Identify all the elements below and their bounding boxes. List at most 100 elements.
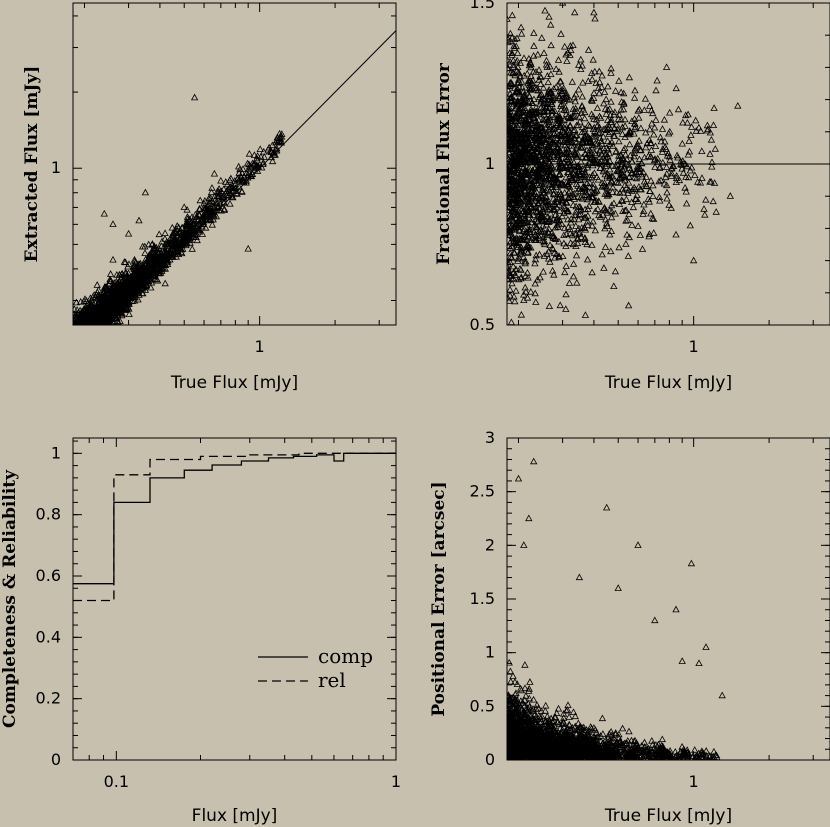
data-point	[524, 125, 532, 132]
data-point	[544, 254, 553, 262]
data-point	[606, 165, 614, 173]
data-point	[539, 207, 547, 215]
data-point	[600, 165, 608, 173]
data-point	[222, 178, 230, 185]
data-point	[507, 93, 514, 101]
data-point	[583, 240, 591, 248]
data-point	[520, 296, 528, 303]
data-point	[543, 63, 551, 70]
data-point	[110, 282, 118, 290]
data-point	[226, 176, 234, 184]
data-point	[604, 137, 612, 144]
data-point	[523, 208, 531, 215]
data-point	[81, 295, 89, 302]
data-point	[593, 104, 602, 111]
data-point	[597, 83, 606, 90]
data-point	[531, 132, 539, 140]
data-point	[143, 275, 151, 282]
x-axis-label: Flux [mJy]	[192, 806, 278, 826]
y-tick-label: 0.5	[470, 315, 495, 334]
data-point	[194, 222, 202, 229]
data-point	[606, 172, 614, 180]
data-point	[624, 301, 633, 309]
data-point	[529, 67, 538, 75]
data-point	[656, 163, 664, 170]
data-point	[596, 147, 604, 155]
data-point	[521, 99, 529, 107]
data-point	[570, 215, 578, 223]
data-point	[559, 252, 567, 259]
data-point	[535, 250, 544, 258]
data-point	[644, 195, 652, 202]
data-point	[695, 123, 703, 131]
data-point	[666, 108, 674, 116]
data-point	[179, 245, 187, 252]
data-point	[667, 172, 676, 179]
data-point	[710, 104, 718, 111]
y-axis-label: Completeness & Reliability	[0, 469, 20, 728]
data-point	[611, 108, 619, 115]
data-point	[622, 195, 631, 203]
data-point	[533, 125, 541, 132]
data-point	[603, 191, 612, 199]
data-point	[517, 310, 526, 318]
data-point	[572, 131, 581, 138]
data-point	[624, 252, 632, 259]
data-point	[166, 246, 175, 253]
data-point	[662, 163, 671, 170]
data-point	[656, 196, 664, 204]
data-point	[540, 202, 548, 210]
x-tick-label: 0.1	[104, 772, 129, 791]
data-point	[508, 11, 516, 19]
data-point	[590, 169, 599, 176]
data-point	[548, 110, 556, 118]
data-point	[606, 174, 614, 181]
data-point	[562, 262, 570, 269]
data-point	[522, 158, 530, 165]
data-point	[674, 153, 682, 161]
data-point	[507, 203, 515, 211]
data-point	[542, 60, 551, 68]
data-point	[520, 71, 528, 79]
data-point	[209, 215, 217, 223]
data-point	[561, 141, 569, 149]
data-point	[595, 211, 603, 219]
data-point	[190, 227, 198, 234]
data-point	[188, 245, 196, 252]
data-point	[130, 255, 139, 263]
data-point	[527, 188, 535, 195]
data-point	[625, 164, 633, 171]
data-point	[569, 105, 577, 112]
data-point	[561, 188, 569, 196]
data-point	[608, 207, 616, 215]
data-point	[194, 220, 203, 227]
data-point	[625, 210, 633, 217]
data-point	[601, 125, 609, 132]
data-point	[572, 131, 580, 139]
data-point	[521, 272, 530, 279]
data-point	[535, 141, 543, 148]
x-tick-label: 1	[391, 772, 401, 791]
data-point	[637, 159, 646, 166]
data-point	[133, 268, 141, 276]
data-point	[545, 103, 553, 111]
data-point	[527, 107, 536, 115]
data-point	[507, 267, 513, 275]
data-point	[127, 283, 135, 290]
data-point	[654, 154, 662, 162]
data-point	[562, 198, 570, 206]
data-point	[648, 214, 656, 222]
data-point	[593, 186, 601, 194]
data-point	[86, 319, 92, 325]
data-point	[637, 124, 645, 132]
data-point	[660, 115, 669, 123]
data-point	[630, 152, 638, 160]
data-point	[566, 229, 574, 237]
data-point	[537, 213, 545, 221]
data-point	[568, 163, 576, 171]
data-point	[685, 137, 693, 144]
data-point	[626, 140, 634, 148]
data-point	[712, 208, 720, 215]
